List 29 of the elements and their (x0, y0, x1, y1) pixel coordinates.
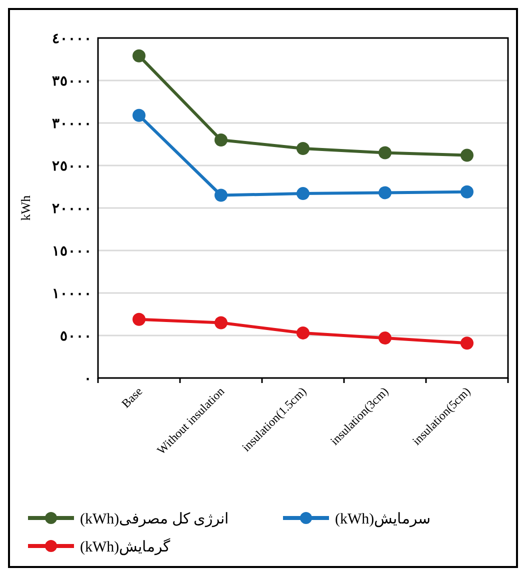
point (214, 316, 228, 330)
legend-label: سرمایش(kWh) (335, 511, 432, 528)
x-tick-label: Base (118, 384, 146, 411)
legend-label: انرژی کل مصرفی(kWh) (80, 511, 229, 528)
y-tick-label: ٣٥٠٠٠ (52, 74, 92, 90)
point (214, 188, 228, 202)
y-tick-label: ٣٠٠٠٠ (52, 116, 92, 132)
point (378, 186, 392, 200)
point (378, 146, 392, 160)
y-axis-title: kWh (18, 194, 33, 221)
y-tick-label: ١٥٠٠٠ (52, 244, 92, 260)
y-tick-label: ١٠٠٠٠ (52, 286, 92, 302)
point (132, 108, 146, 122)
point (460, 336, 474, 350)
point (132, 312, 146, 326)
point (296, 187, 310, 200)
point (378, 332, 392, 345)
y-tick-label: ٢٥٠٠٠ (52, 159, 92, 174)
y-tick-label: ٤٠٠٠٠ (52, 32, 92, 47)
point (460, 185, 474, 198)
legend-label: گرمایش(kWh) (80, 537, 172, 556)
point (296, 142, 310, 155)
y-tick-label: ٢٠٠٠٠ (52, 202, 92, 217)
point (214, 134, 228, 146)
y-tick-label: ٠ (84, 372, 92, 387)
point (132, 49, 146, 62)
y-tick-label: ٥٠٠٠ (60, 329, 92, 344)
point (460, 148, 474, 162)
point (296, 326, 310, 340)
